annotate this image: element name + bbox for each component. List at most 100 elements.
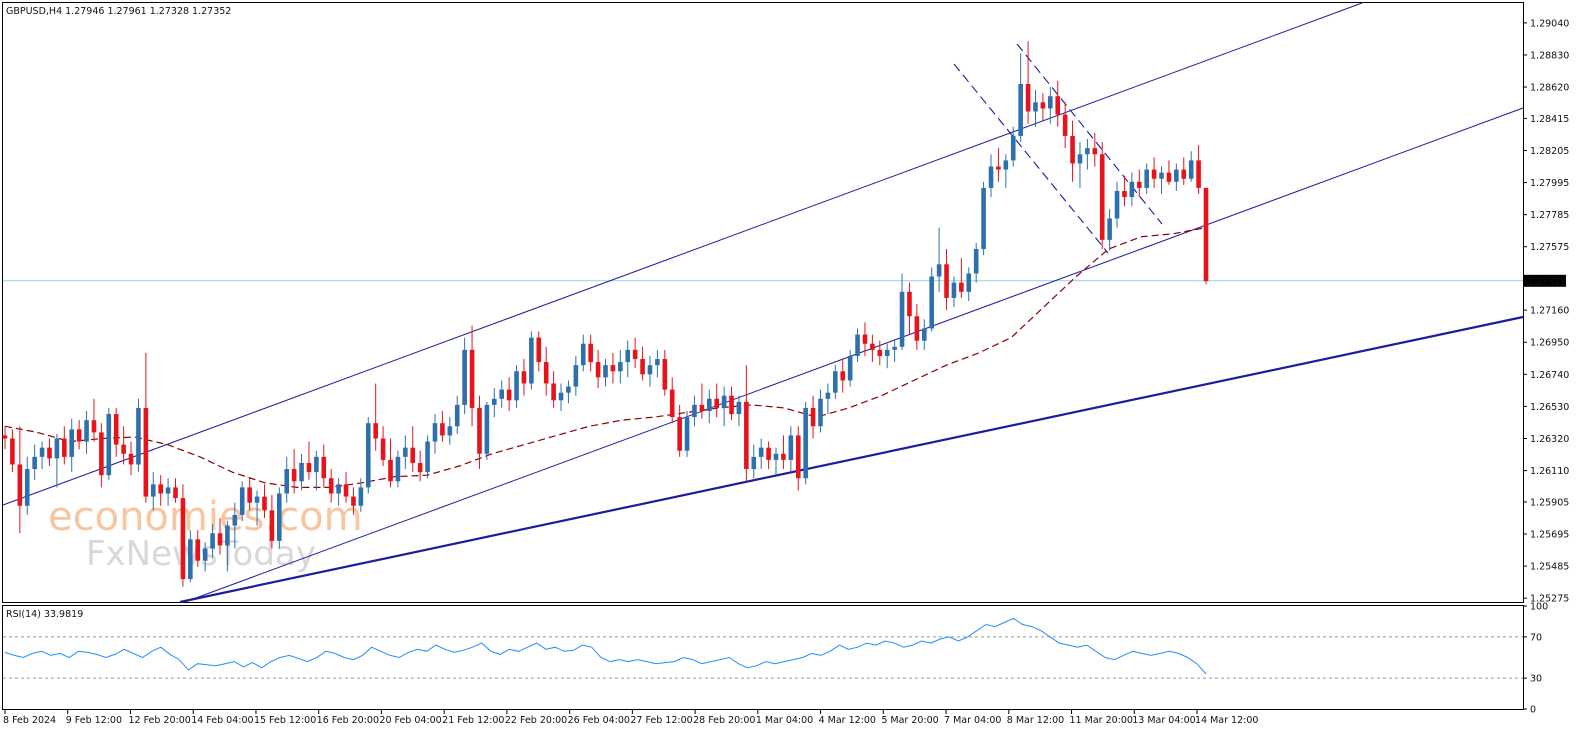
candle-body [158,484,163,494]
candle-body [536,337,542,363]
candle-body [99,432,104,476]
price-tick-label: 1.25275 [1530,594,1569,605]
candle-body [343,484,349,497]
candle-body [692,404,697,418]
candle-body [907,291,912,317]
time-tick-label: 13 Mar 04:00 [1132,715,1195,726]
candle-body [566,386,571,393]
candle-body [603,365,608,378]
candle-body [877,349,883,356]
candle-body [1040,102,1046,109]
candle-body [744,401,749,470]
price-tick-label: 1.28205 [1530,146,1569,157]
candle-body [899,291,905,347]
candle-body [380,438,386,460]
candle-body [640,359,645,375]
candle-body [306,462,312,473]
rsi-label: RSI(14) 33.9819 [6,609,83,620]
candle-body [454,404,460,427]
time-tick-label: 14 Mar 12:00 [1195,715,1258,726]
candle-body [551,383,556,401]
price-tick-label: 1.25905 [1530,497,1569,508]
candle-body [773,453,779,460]
candle-body [1144,169,1149,188]
candle-body [996,166,1001,170]
candle-body [870,343,875,350]
candle-body [929,276,934,329]
candle-body [751,456,757,470]
candle-body [32,456,37,470]
candle-body [499,389,505,399]
candle-body [781,453,786,460]
candle-body [2,435,8,439]
candle-body [91,420,97,433]
candle-body [610,365,616,372]
candle-body [395,456,401,482]
candle-body [477,407,482,454]
rsi-levels [3,636,1523,679]
time-tick-label: 16 Feb 20:00 [317,715,379,726]
price-tick-label: 1.26110 [1530,466,1569,477]
candle-body [766,447,771,460]
candle-body [1003,160,1009,170]
candle-body [39,447,45,457]
time-tick-label: 11 Mar 20:00 [1070,715,1133,726]
candle-body [1151,169,1157,179]
candle-body [432,423,438,442]
candle-body [321,456,327,479]
candle-body [959,282,964,292]
candle-body [595,362,601,378]
price-tick-label: 1.27785 [1530,210,1569,221]
price-tick-label: 1.26320 [1530,434,1569,445]
candle-body [558,392,564,401]
candle-body [1166,172,1172,182]
candle-body [573,365,579,387]
candle-body [417,462,423,473]
candle-body [1122,190,1127,198]
candle-body [714,398,720,408]
candle-body [425,441,430,473]
candle-body [758,447,764,457]
candle-body [1048,96,1053,109]
candle-body [388,459,393,482]
candle-body [862,334,868,344]
candle-body [113,414,119,445]
candle-body [543,362,549,384]
price-tick-label: 1.27160 [1530,306,1569,317]
candle-body [469,349,475,408]
candle-body [210,533,215,549]
price-tick-label: 1.27995 [1530,178,1569,189]
candle-body [580,343,586,366]
candle-body [69,429,75,457]
time-tick-label: 4 Mar 12:00 [819,715,876,726]
candle-body [833,371,838,393]
candle-body [1159,172,1164,179]
candle-body [625,349,631,363]
candle-body [847,355,853,381]
candle-body [225,525,230,546]
time-tick-label: 8 Feb 2024 [3,715,56,726]
candle-body [195,539,201,561]
rsi-panel-frame [2,605,1524,710]
candle-body [232,514,238,526]
price-tick-label: 1.28830 [1530,50,1569,61]
candle-body [410,447,416,463]
candle-body [351,496,356,506]
candle-body [618,362,623,372]
candle-body [106,414,112,476]
candle-body [1174,169,1179,182]
candle-body [1188,160,1194,179]
candle-body [150,484,156,497]
time-tick-label: 5 Mar 20:00 [881,715,938,726]
candle-body [143,407,149,497]
time-tick-label: 15 Feb 12:00 [254,715,316,726]
long-support-line [179,315,1524,604]
candle-body [1114,190,1120,219]
current-price-box [1524,274,1566,287]
rsi-tick-label: 100 [1530,602,1548,613]
price-tick-label: 1.25695 [1530,530,1569,541]
price-tick-label: 1.26740 [1530,370,1569,381]
candle-body [262,496,267,511]
candle-body [373,423,378,439]
